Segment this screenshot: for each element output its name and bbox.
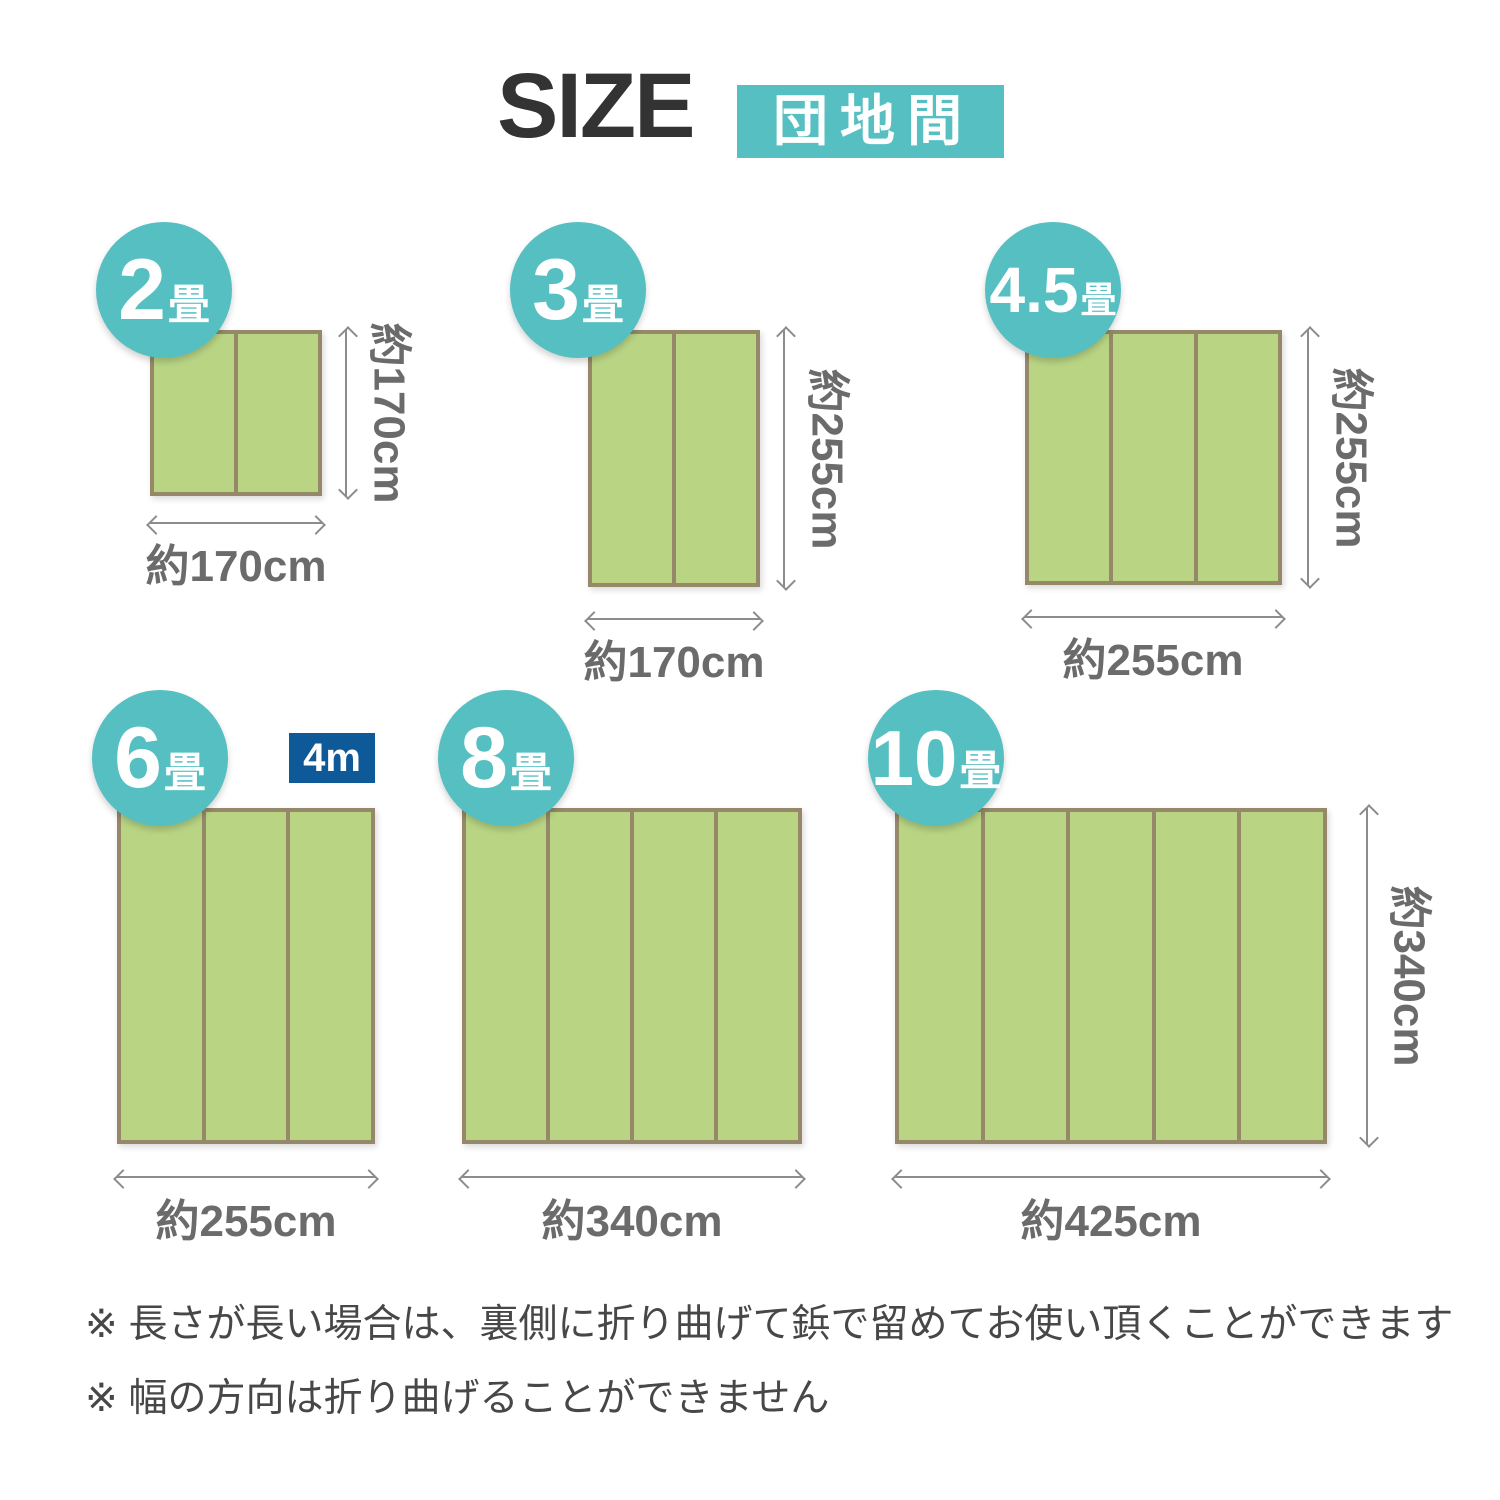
tatami-panel [201,812,287,1140]
tatami-panel [1029,334,1109,581]
tatami-panel [1151,812,1238,1140]
size-unit: 畳 [1080,279,1117,320]
width-label-3jo: 約170cm [583,638,765,687]
note-line-2: ※ 幅の方向は折り曲げることができません [85,1377,830,1420]
width-arrow-8jo [462,1176,802,1178]
usage-notes: ※ 長さが長い場合は、裏側に折り曲げて鋲で留めてお使い頂くことができます ※ 幅… [85,1288,1453,1436]
width-label-6jo: 約255cm [155,1197,337,1246]
tatami-panel [714,812,798,1140]
tatami-panel [1066,812,1152,1140]
width-label-8jo: 約340cm [541,1197,723,1246]
size-unit: 畳 [167,281,210,328]
width-label-4-5jo: 約255cm [1062,636,1244,685]
page-title: SIZE [497,55,695,157]
height-arrow-2jo [345,330,347,496]
size-unit: 畳 [581,281,624,328]
height-label-3jo: 約255cm [802,367,852,550]
size-count: 10 [870,714,958,802]
size-badge-10jo: 10 畳 [868,690,1004,826]
tatami-panel [592,334,672,583]
height-label-4-5jo: 約255cm [1326,366,1376,549]
width-arrow-6jo [117,1176,375,1178]
tatami-panel [630,812,714,1140]
tatami-panel [899,812,981,1140]
size-unit: 畳 [509,749,552,796]
width-arrow-4-5jo [1025,616,1282,618]
height-label-2jo: 約170cm [364,322,414,504]
tatami-standard-badge: 団地間 [737,85,1005,158]
size-badge-2jo: 2 畳 [96,222,232,358]
mat-diagram-4-5jo [1025,330,1282,585]
tatami-panel [546,812,630,1140]
tatami-panel [121,812,202,1140]
size-count: 2 [118,242,166,338]
tatami-panel [1193,334,1278,581]
width-arrow-3jo [588,618,760,620]
mat-diagram-3jo [588,330,760,587]
height-arrow-3jo [783,330,785,587]
tatami-panel [466,812,546,1140]
size-unit: 畳 [959,747,1002,794]
width-label-10jo: 約425cm [1020,1197,1202,1246]
size-count: 3 [532,242,580,338]
tatami-panel [980,812,1067,1140]
tatami-panel [286,812,371,1140]
width-label-2jo: 約170cm [145,542,327,591]
height-arrow-4-5jo [1307,330,1309,585]
size-count: 6 [114,710,162,806]
size-badge-6jo: 6 畳 [92,690,228,826]
height-label-10jo: 約340cm [1384,885,1434,1067]
tatami-panel [1237,812,1323,1140]
size-badge-4-5jo: 4.5 畳 [985,222,1121,358]
size-badge-3jo: 3 畳 [510,222,646,358]
tatami-panel [672,334,756,583]
tatami-panel [234,334,318,492]
tatami-panel [1109,334,1193,581]
mat-diagram-8jo [462,808,802,1144]
size-count: 8 [460,710,508,806]
size-count: 4.5 [989,254,1079,326]
width-arrow-10jo [895,1176,1327,1178]
width-arrow-2jo [150,522,322,524]
mat-diagram-10jo [895,808,1327,1144]
mat-diagram-6jo [117,808,375,1144]
mat-diagram-2jo [150,330,322,496]
size-badge-8jo: 8 畳 [438,690,574,826]
note-line-1: ※ 長さが長い場合は、裏側に折り曲げて鋲で留めてお使い頂くことができます [85,1303,1454,1346]
size-unit: 畳 [163,749,206,796]
length-badge-4m: 4m [289,733,375,783]
height-arrow-10jo [1366,808,1368,1144]
